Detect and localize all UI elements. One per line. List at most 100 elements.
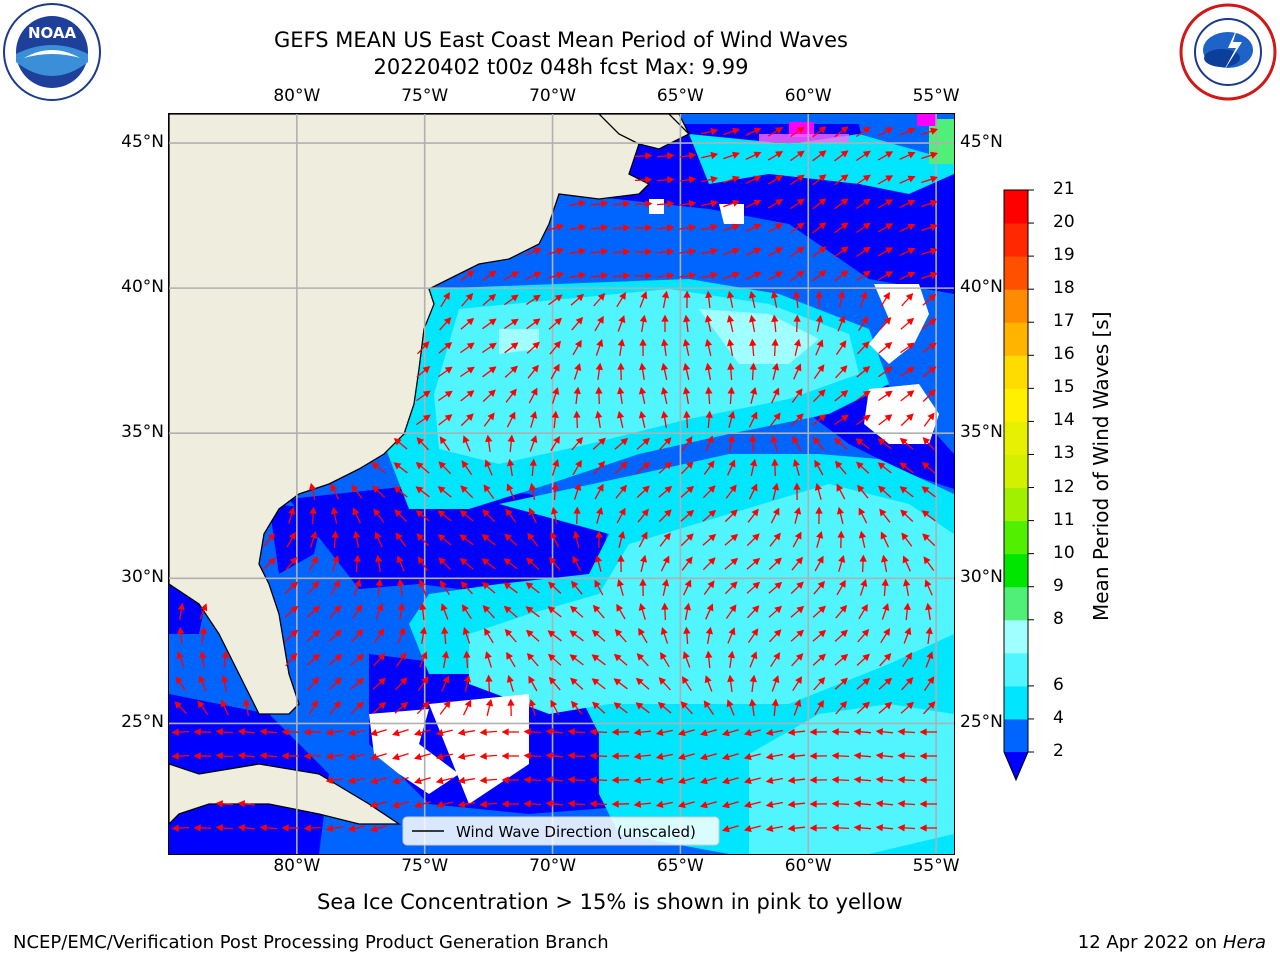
wave-direction-arrow xyxy=(743,776,761,785)
wave-direction-arrow xyxy=(591,272,609,280)
wave-direction-arrow xyxy=(567,776,586,784)
wave-direction-arrow xyxy=(699,729,717,737)
wave-direction-arrow xyxy=(747,508,759,523)
wave-direction-arrow xyxy=(215,824,234,832)
wave-direction-arrow xyxy=(352,507,361,524)
wave-direction-arrow xyxy=(767,127,784,137)
wave-direction-arrow xyxy=(413,729,431,737)
wave-direction-arrow xyxy=(281,728,300,736)
wave-direction-arrow xyxy=(770,507,780,524)
colorbar-segment xyxy=(1004,718,1028,753)
wave-direction-arrow xyxy=(701,151,719,160)
wave-direction-arrow xyxy=(768,581,783,594)
wave-direction-arrow xyxy=(919,776,937,784)
wave-direction-arrow xyxy=(815,290,823,309)
wave-direction-arrow xyxy=(877,438,892,450)
wave-direction-arrow xyxy=(875,752,894,760)
wave-direction-arrow xyxy=(836,483,846,500)
wave-direction-arrow xyxy=(809,824,828,832)
wave-direction-arrow xyxy=(899,486,914,498)
wave-direction-arrow xyxy=(924,579,933,596)
wave-direction-arrow xyxy=(550,506,559,524)
wave-direction-arrow xyxy=(728,410,736,428)
wave-direction-arrow xyxy=(791,388,803,403)
wave-direction-arrow xyxy=(572,339,582,356)
wave-direction-arrow xyxy=(569,199,587,208)
wave-direction-arrow xyxy=(569,271,587,280)
wave-direction-arrow xyxy=(724,533,739,546)
wave-direction-arrow xyxy=(727,459,736,476)
wave-direction-arrow xyxy=(701,271,719,280)
wave-direction-arrow xyxy=(724,509,738,523)
wave-direction-arrow xyxy=(595,386,603,405)
wave-direction-arrow xyxy=(765,800,784,809)
wave-direction-arrow xyxy=(617,386,625,404)
wave-direction-arrow xyxy=(616,603,626,620)
wave-direction-arrow xyxy=(171,824,190,832)
wave-direction-arrow xyxy=(922,389,936,402)
wave-direction-arrow xyxy=(682,651,691,668)
wave-direction-arrow xyxy=(503,605,518,618)
wave-direction-arrow xyxy=(745,151,762,160)
wave-direction-arrow xyxy=(176,651,185,668)
wave-direction-arrow xyxy=(506,674,514,692)
wave-direction-arrow xyxy=(813,676,826,691)
wave-direction-arrow xyxy=(457,752,476,761)
wave-direction-arrow xyxy=(856,677,871,690)
wave-direction-arrow xyxy=(787,800,806,808)
wave-direction-arrow xyxy=(723,127,740,136)
wave-direction-arrow xyxy=(350,701,364,714)
wave-direction-arrow xyxy=(215,728,234,736)
lon-tick-label: 75°W xyxy=(401,856,449,876)
wave-direction-arrow xyxy=(749,674,757,692)
wave-direction-arrow xyxy=(683,626,691,645)
wave-direction-arrow xyxy=(743,752,761,761)
wave-direction-arrow xyxy=(529,435,538,452)
wave-direction-arrow xyxy=(899,462,914,474)
wave-direction-arrow xyxy=(680,509,695,522)
wave-direction-arrow xyxy=(438,414,453,426)
wave-direction-arrow xyxy=(567,752,586,760)
wave-direction-arrow xyxy=(814,699,824,716)
wave-direction-arrow xyxy=(856,461,870,474)
wave-direction-arrow xyxy=(569,247,587,256)
wave-direction-arrow xyxy=(772,482,780,500)
wave-direction-arrow xyxy=(809,752,828,760)
wave-direction-arrow xyxy=(677,777,695,785)
wave-direction-arrow xyxy=(347,752,365,761)
wave-direction-arrow xyxy=(745,175,762,184)
wave-direction-arrow xyxy=(725,484,737,499)
wave-direction-arrow xyxy=(769,412,781,427)
wave-direction-arrow xyxy=(880,291,890,308)
wave-direction-arrow xyxy=(482,366,497,378)
wave-direction-arrow xyxy=(749,338,757,357)
wave-direction-arrow xyxy=(394,701,409,714)
wave-direction-arrow xyxy=(308,482,317,500)
wave-direction-arrow xyxy=(919,728,937,736)
colorbar-tick-label: 2 xyxy=(1053,741,1064,761)
wave-direction-arrow xyxy=(661,290,670,309)
wave-direction-arrow xyxy=(681,436,693,451)
wave-direction-arrow xyxy=(548,294,563,306)
wave-direction-arrow xyxy=(479,728,498,736)
wave-direction-arrow xyxy=(831,776,850,784)
wave-direction-arrow xyxy=(527,364,539,379)
wave-direction-arrow xyxy=(812,414,827,426)
wave-direction-arrow xyxy=(899,271,916,280)
wave-direction-arrow xyxy=(438,461,452,475)
wave-direction-arrow xyxy=(677,801,695,809)
wave-direction-arrow xyxy=(856,390,871,402)
wave-direction-arrow xyxy=(484,459,493,476)
wave-direction-arrow xyxy=(418,579,427,596)
wave-direction-arrow xyxy=(925,626,933,644)
wave-direction-arrow xyxy=(504,365,518,378)
wave-direction-arrow xyxy=(838,554,846,572)
wave-direction-arrow xyxy=(702,557,716,571)
wave-direction-arrow xyxy=(419,626,427,645)
wave-direction-arrow xyxy=(570,677,584,690)
wave-direction-arrow xyxy=(481,582,496,594)
wave-direction-arrow xyxy=(656,224,675,232)
wave-direction-arrow xyxy=(749,458,758,476)
wave-direction-arrow xyxy=(504,318,519,330)
wave-direction-arrow xyxy=(853,728,872,736)
